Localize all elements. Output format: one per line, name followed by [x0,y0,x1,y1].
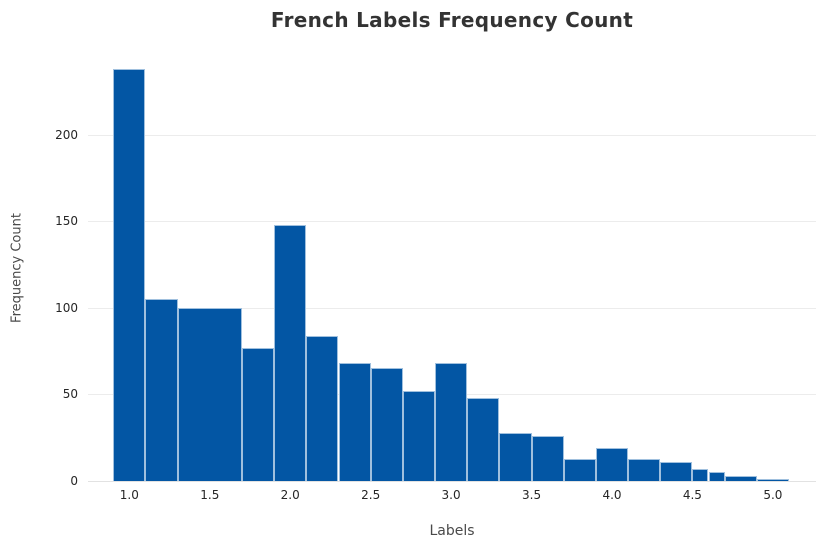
y-tick-label: 150 [55,214,78,229]
histogram-bar [402,391,435,481]
histogram-bar [306,335,339,481]
x-tick-label: 5.0 [763,488,783,502]
histogram-bar [274,224,307,481]
gridline [88,221,816,222]
histogram-bar [531,436,564,481]
gridline [88,135,816,136]
histogram-bar [177,307,242,481]
y-tick-label: 0 [70,474,78,488]
x-tick-label: 2.5 [361,488,381,502]
histogram-bar [499,432,532,481]
x-tick-label: 2.0 [280,488,300,502]
plot-area: 0 50 100 150 200 1.0 1.5 2.0 2.5 3.0 3.5 4.0 4.5 5.0 [55,55,816,502]
histogram-bar [628,458,661,481]
histogram-bar [113,68,146,481]
histogram-bar [660,462,693,481]
histogram-bar [563,458,596,481]
histogram-bar [724,475,757,481]
y-tick-label: 100 [55,300,78,315]
histogram-bar [435,363,468,481]
histogram-bar [708,472,725,481]
x-axis-title: Labels [429,523,475,539]
x-tick-label: 4.5 [682,488,702,502]
x-tick-label: 3.0 [441,488,461,502]
histogram-bar [338,363,371,481]
y-tick-label: 200 [55,127,78,142]
x-tick-label: 3.5 [522,488,542,502]
x-tick-label: 1.0 [119,488,139,502]
x-tick-label: 1.5 [200,488,220,502]
y-tick-label: 50 [62,387,78,402]
histogram-bar [145,299,178,481]
x-axis-line [88,481,816,482]
histogram-bar [467,397,500,481]
histogram-bar [756,479,789,481]
histogram-bar [370,368,403,481]
chart-title: French Labels Frequency Count [270,8,634,32]
histogram-bar [595,448,629,481]
histogram-bar [692,468,709,481]
histogram-bar [242,347,275,481]
gridline [88,308,816,309]
x-tick-label: 4.0 [602,488,622,502]
